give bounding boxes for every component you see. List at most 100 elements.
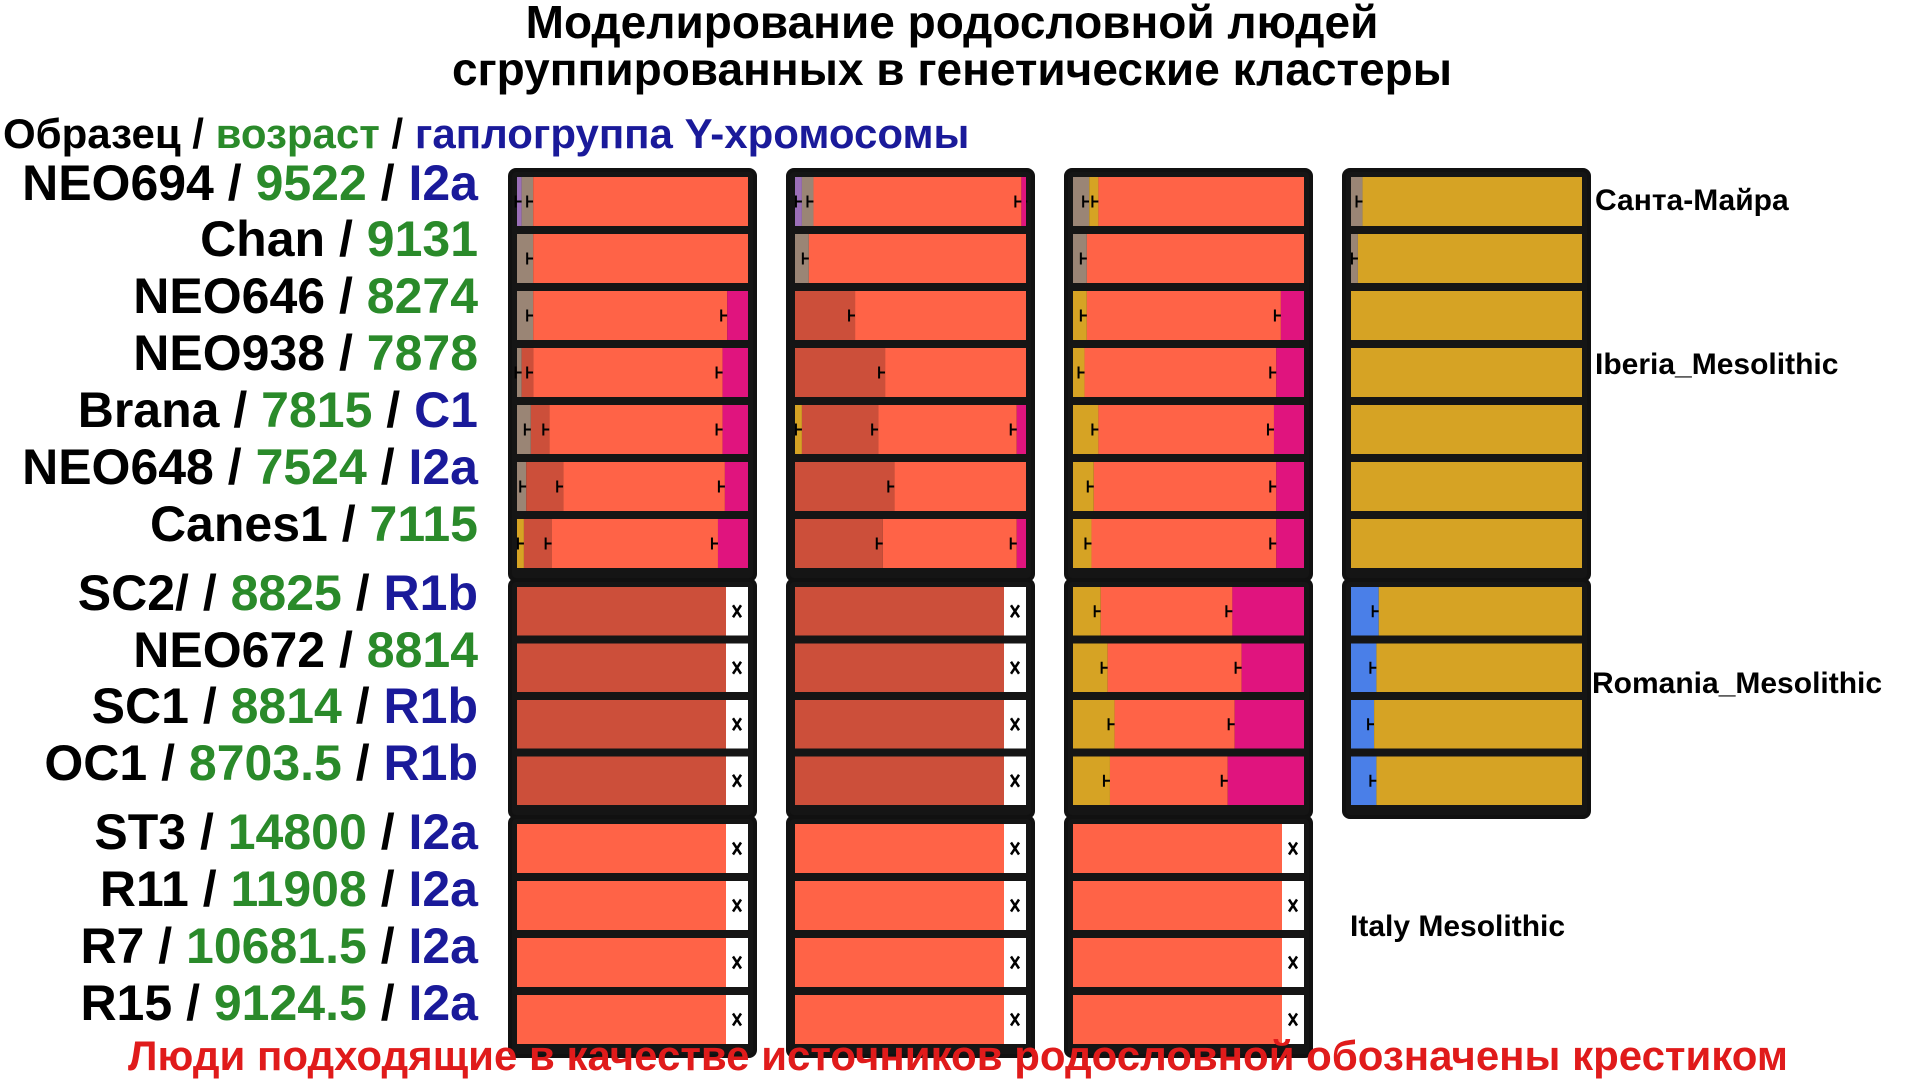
label-separator: / (325, 622, 367, 678)
bar-segment-red (801, 405, 879, 454)
sample-age: 7815 (261, 382, 372, 438)
bar-segment-gray (517, 234, 534, 283)
bar-segment-magenta (722, 348, 748, 397)
bar-segment-red (795, 587, 1004, 636)
bar-segment-yellow (1351, 462, 1582, 511)
label-separator: / (189, 565, 231, 621)
sample-label: NEO694 / 9522 / I2a (22, 155, 479, 211)
footer-note: Люди подходящие в качестве источников ро… (128, 1032, 1788, 1079)
bar-segment-orange (517, 824, 726, 873)
label-separator: / (325, 325, 367, 381)
column-header: Образец / возраст / гаплогруппа Y-хромос… (3, 110, 969, 157)
label-separator: / (186, 804, 228, 860)
label-separator: / (342, 565, 384, 621)
sample-name: OC1 (44, 735, 147, 791)
cross-mark (1287, 955, 1299, 970)
bar-segment-magenta (1016, 405, 1026, 454)
sample-haplogroup: I2a (408, 155, 479, 211)
sample-haplogroup: I2a (408, 918, 479, 974)
bar-segment-orange (878, 405, 1017, 454)
bar-segment-magenta (1276, 519, 1304, 568)
bar-segment-orange (551, 519, 718, 568)
bar-segment-orange (855, 291, 1026, 340)
bar-segment-red (795, 643, 1004, 692)
model-panel (508, 578, 757, 819)
bar-segment-orange (882, 519, 1017, 568)
group-label: Romania_Mesolithic (1592, 667, 1882, 700)
cross-mark (1009, 955, 1021, 970)
bar-segment-orange (1114, 700, 1235, 749)
sample-name: NEO646 (133, 268, 325, 324)
sample-label: NEO648 / 7524 / I2a (22, 439, 479, 495)
sample-age: 8703.5 (189, 735, 342, 791)
bar-segment-magenta (1021, 177, 1026, 226)
bar-segment-orange (813, 177, 1022, 226)
label-separator: / (342, 735, 384, 791)
model-panel (1342, 168, 1591, 582)
bar-segment-yellow (1351, 291, 1582, 340)
sample-label: R11 / 11908 / I2a (100, 861, 479, 917)
cross-mark (1287, 841, 1299, 856)
sample-name: NEO672 (133, 622, 325, 678)
sample-age: 7524 (256, 439, 367, 495)
bar-segment-red (517, 700, 726, 749)
sample-haplogroup: I2a (408, 804, 479, 860)
bar-segment-red (795, 462, 895, 511)
bar-segment-orange (795, 824, 1004, 873)
bar-segment-red (795, 291, 856, 340)
label-separator: / (189, 861, 231, 917)
sample-label: SC1 / 8814 / R1b (92, 678, 478, 734)
label-separator: / (214, 155, 256, 211)
sample-age: 8825 (231, 565, 342, 621)
bar-segment-magenta (1016, 519, 1026, 568)
header-sample: Образец (3, 110, 181, 157)
bar-segment-red (517, 587, 726, 636)
model-panel (1064, 578, 1313, 819)
bar-segment-orange (1073, 938, 1282, 987)
group-label: Italy Mesolithic (1350, 910, 1565, 943)
bar-segment-orange (517, 881, 726, 930)
sample-haplogroup: I2a (408, 861, 479, 917)
bar-segment-magenta (717, 519, 748, 568)
label-separator: / (367, 155, 409, 211)
cross-mark (1009, 717, 1021, 731)
bar-segment-magenta (1241, 643, 1304, 692)
sample-label: Brana / 7815 / C1 (78, 382, 478, 438)
label-separator: / (367, 804, 409, 860)
sample-name: R7 (80, 918, 144, 974)
bar-segment-yellow (1073, 462, 1094, 511)
sample-name: NEO694 (22, 155, 214, 211)
cross-mark (1287, 1012, 1299, 1027)
label-separator: / (367, 918, 409, 974)
sample-label: R15 / 9124.5 / I2a (80, 975, 479, 1031)
label-separator: / (325, 211, 367, 267)
bar-segment-orange (795, 881, 1004, 930)
model-panel (1342, 578, 1591, 819)
bar-segment-magenta (724, 462, 748, 511)
sample-label: Canes1 / 7115 (150, 496, 478, 552)
cross-mark (731, 604, 743, 618)
label-separator: / (372, 382, 414, 438)
header-separator: / (380, 110, 415, 157)
bar-segment-magenta (1232, 587, 1304, 636)
model-panel (1064, 168, 1313, 582)
bar-segment-yellow (1357, 234, 1582, 283)
bar-segment-yellow (1351, 405, 1582, 454)
sample-label: Chan / 9131 (200, 211, 478, 267)
label-separator: / (214, 439, 256, 495)
bar-segment-orange (563, 462, 725, 511)
sample-name: Canes1 (150, 496, 328, 552)
sample-age: 11908 (231, 861, 367, 917)
cross-mark (1009, 774, 1021, 788)
bar-segment-red (517, 643, 726, 692)
bar-segment-red (795, 756, 1004, 805)
bar-segment-red (517, 756, 726, 805)
cross-mark (731, 717, 743, 731)
bar-segment-orange (885, 348, 1026, 397)
label-separator: / (219, 382, 261, 438)
sample-label: ST3 / 14800 / I2a (94, 804, 479, 860)
label-separator: / (367, 861, 409, 917)
cross-mark (731, 774, 743, 788)
label-separator: / (342, 678, 384, 734)
bar-segment-orange (1086, 291, 1281, 340)
